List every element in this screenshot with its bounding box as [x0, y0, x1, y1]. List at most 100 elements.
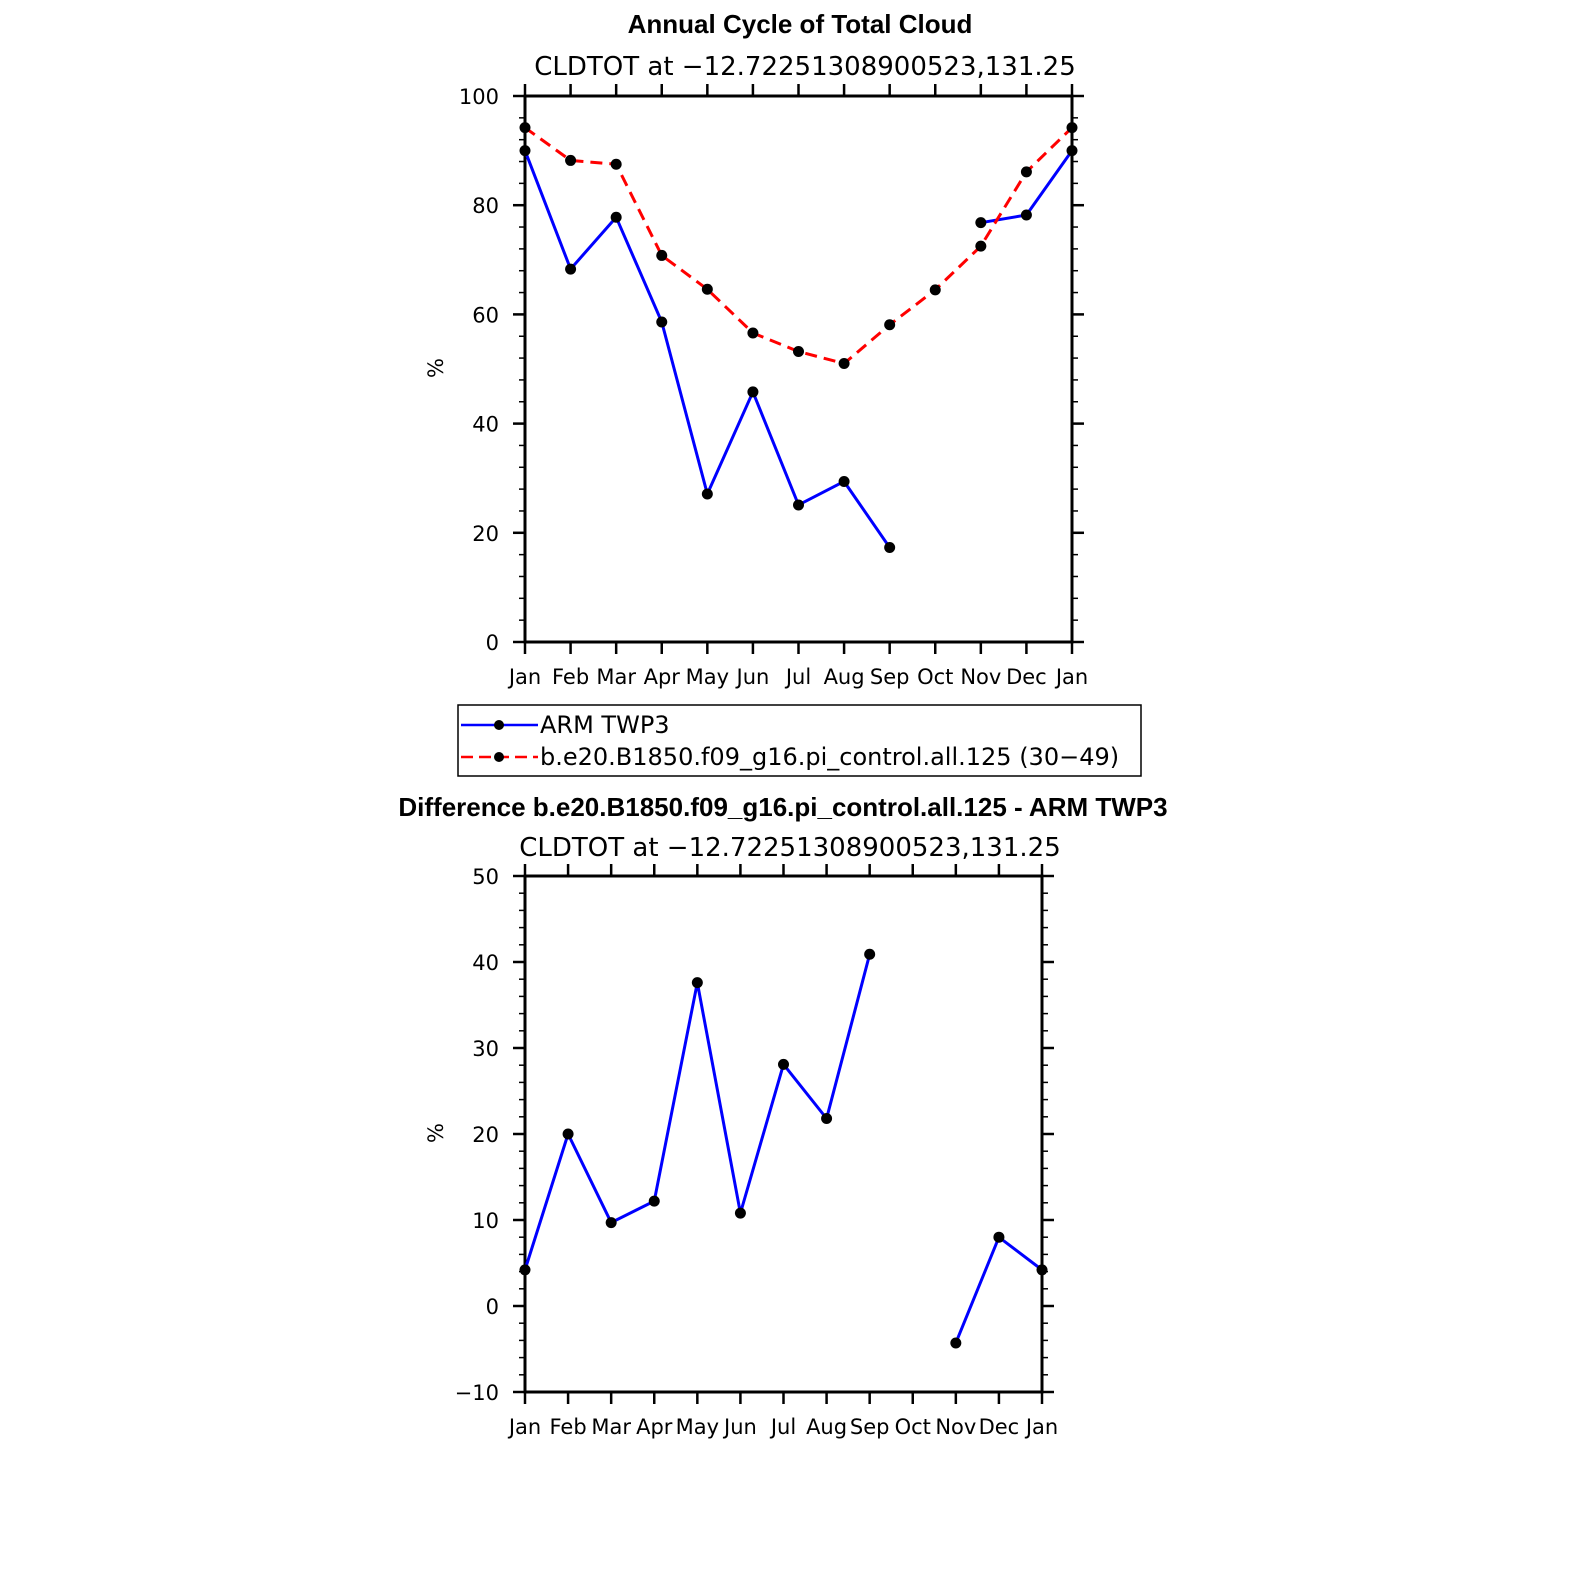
x-tick-label: Aug	[806, 1415, 847, 1439]
legend-label-model: b.e20.B1850.f09_g16.pi_control.all.125 (…	[540, 743, 1119, 771]
series-line	[954, 1234, 1043, 1344]
data-point	[747, 386, 759, 398]
data-point	[821, 1113, 833, 1125]
data-point	[838, 475, 850, 487]
y-tick-label: 10	[472, 1209, 499, 1233]
data-point	[950, 1337, 962, 1349]
difference-chart: Difference b.e20.B1850.f09_g16.pi_contro…	[398, 792, 1167, 1439]
data-point	[605, 1217, 617, 1229]
series-line	[523, 150, 891, 549]
x-tick-label: Sep	[870, 665, 910, 689]
data-point	[993, 1231, 1005, 1243]
data-point	[747, 327, 759, 339]
data-point	[519, 145, 531, 157]
y-tick-label: 20	[472, 522, 499, 546]
x-tick-label: Jun	[722, 1415, 757, 1439]
y-tick-label: 30	[472, 1037, 499, 1061]
x-tick-label: May	[676, 1415, 719, 1439]
data-point	[565, 263, 577, 275]
plot-frame	[523, 94, 1074, 644]
y-tick-label: 80	[472, 194, 499, 218]
y-tick-label: 60	[472, 303, 499, 327]
x-tick-label: Mar	[596, 665, 636, 689]
data-point	[691, 977, 703, 989]
data-point	[975, 217, 987, 229]
data-point	[793, 499, 804, 511]
data-point	[929, 284, 941, 296]
chart-subtitle: CLDTOT at −12.72251308900523,131.25	[534, 52, 1076, 82]
y-tick-label: 40	[472, 413, 499, 437]
x-tick-label: Dec	[979, 1415, 1020, 1439]
data-point	[975, 240, 987, 252]
axes-group: Jan Feb Mar Apr May Jun Jul Aug Sep Oct Nov Dec Jan−…	[455, 864, 1058, 1439]
data-point	[519, 122, 531, 134]
series-line	[523, 953, 872, 1271]
x-tick-label: Apr	[636, 1415, 673, 1439]
x-tick-label: Nov	[935, 1415, 976, 1439]
series-group	[519, 948, 1048, 1349]
data-point	[565, 154, 577, 166]
y-axis-label: %	[424, 1123, 448, 1143]
legend-marker-model	[494, 752, 504, 762]
data-point	[778, 1058, 789, 1070]
chart-title: Annual Cycle of Total Cloud	[628, 9, 973, 39]
data-point	[838, 358, 850, 370]
x-tick-label: Jan	[507, 1415, 541, 1439]
series-group	[519, 122, 1078, 554]
data-point	[1036, 1264, 1048, 1276]
x-tick-label: Jan	[1054, 665, 1088, 689]
y-tick-label: 50	[472, 865, 499, 889]
data-point	[734, 1207, 746, 1219]
x-tick-label: Mar	[591, 1415, 631, 1439]
data-point	[562, 1128, 574, 1140]
x-tick-label: Apr	[644, 665, 681, 689]
data-point	[864, 948, 876, 960]
legend-box	[457, 704, 1142, 777]
x-tick-label: Nov	[960, 665, 1001, 689]
x-tick-label: Aug	[824, 665, 865, 689]
x-tick-label: Jul	[769, 1415, 796, 1439]
x-tick-label: Oct	[895, 1415, 931, 1439]
x-tick-label: Jun	[735, 665, 770, 689]
data-point	[656, 249, 668, 261]
x-tick-label: Feb	[552, 665, 589, 689]
data-point	[884, 542, 896, 554]
plot-frame	[523, 874, 1044, 1394]
data-point	[1066, 122, 1078, 134]
x-tick-label: Oct	[917, 665, 953, 689]
y-tick-label: 40	[472, 951, 499, 975]
y-tick-label: 100	[459, 85, 499, 109]
chart-subtitle: CLDTOT at −12.72251308900523,131.25	[519, 833, 1061, 863]
legend: ARM TWP3 b.e20.B1850.f09_g16.pi_control.…	[457, 704, 1142, 777]
data-point	[701, 488, 713, 500]
y-tick-label: −10	[455, 1381, 499, 1405]
x-tick-label: Jan	[1024, 1415, 1058, 1439]
data-point	[1020, 209, 1032, 221]
data-point	[648, 1195, 660, 1207]
data-point	[610, 158, 622, 170]
data-point	[519, 1264, 531, 1276]
data-point	[656, 316, 668, 328]
data-point	[793, 346, 804, 358]
y-tick-label: 0	[486, 1295, 499, 1319]
chart-title: Difference b.e20.B1850.f09_g16.pi_contro…	[398, 792, 1167, 822]
legend-label-obs: ARM TWP3	[540, 711, 670, 739]
data-point	[1066, 145, 1078, 157]
x-tick-label: Jan	[507, 665, 541, 689]
y-tick-label: 20	[472, 1123, 499, 1147]
legend-marker-obs	[494, 720, 504, 730]
x-tick-label: Jul	[784, 665, 811, 689]
axes-group: Jan Feb Mar Apr May Jun Jul Aug Sep Oct Nov Dec Jan 0…	[459, 84, 1088, 689]
y-axis-label: %	[424, 358, 448, 378]
y-tick-label: 0	[486, 631, 499, 655]
x-tick-label: Feb	[549, 1415, 586, 1439]
series-line	[524, 126, 1074, 366]
data-point	[701, 283, 713, 295]
x-tick-label: Dec	[1006, 665, 1047, 689]
data-point	[610, 211, 622, 223]
x-tick-label: Sep	[850, 1415, 890, 1439]
x-tick-label: May	[686, 665, 729, 689]
data-point	[1020, 166, 1032, 178]
annual-cycle-chart: Annual Cycle of Total Cloud CLDTOT at −1…	[424, 9, 1088, 689]
